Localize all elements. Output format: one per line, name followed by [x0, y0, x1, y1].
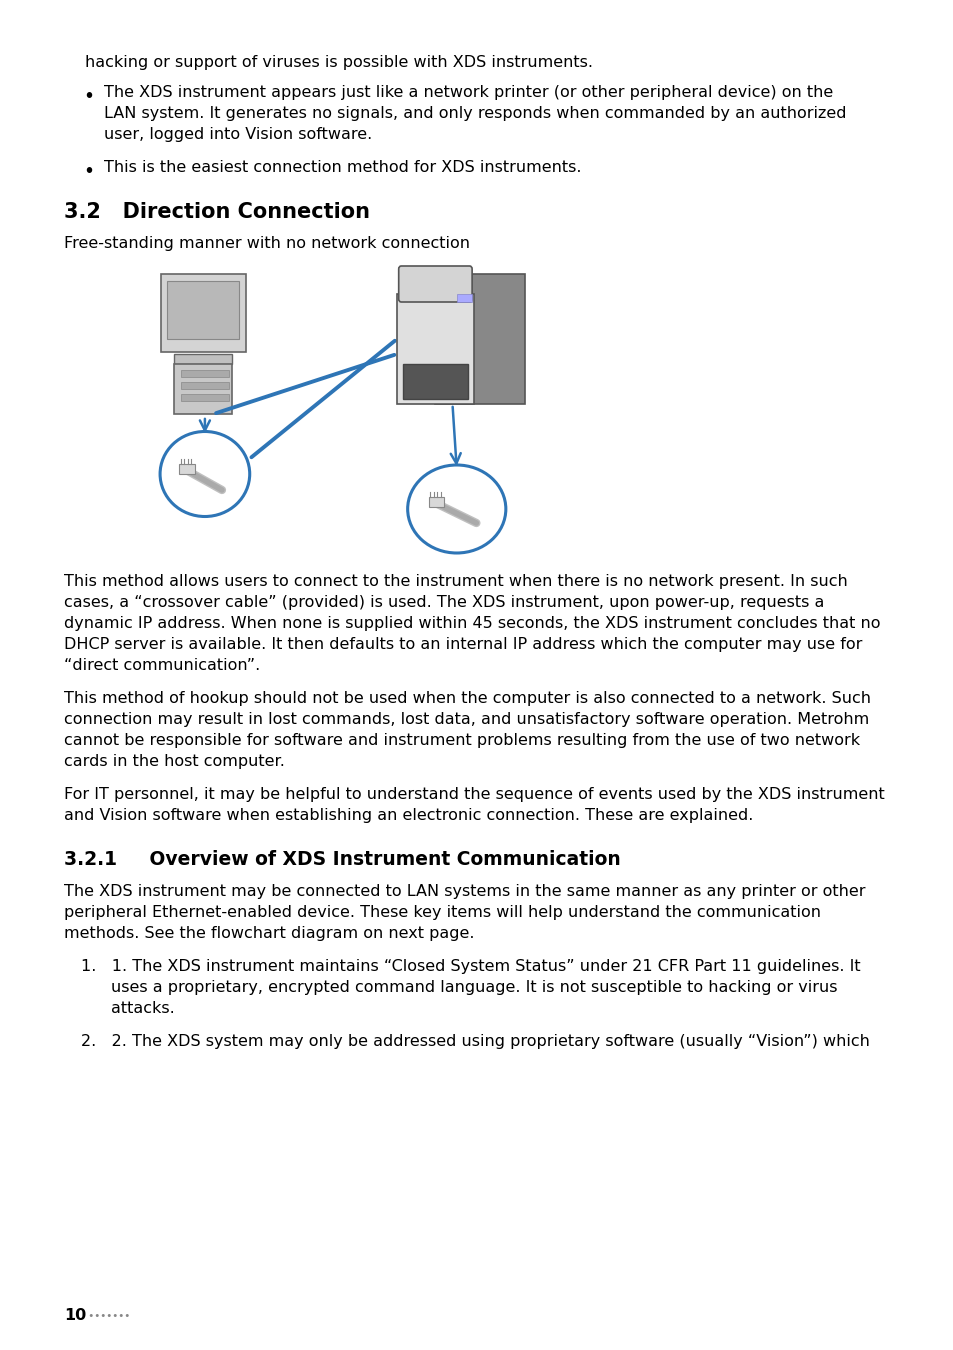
FancyBboxPatch shape	[181, 370, 229, 377]
Text: This method allows users to connect to the instrument when there is no network p: This method allows users to connect to t…	[64, 574, 847, 589]
Text: uses a proprietary, encrypted command language. It is not susceptible to hacking: uses a proprietary, encrypted command la…	[111, 980, 837, 995]
FancyBboxPatch shape	[167, 281, 239, 339]
Text: 3.2   Direction Connection: 3.2 Direction Connection	[64, 202, 370, 221]
Text: •: •	[84, 162, 94, 181]
Text: and Vision software when establishing an electronic connection. These are explai: and Vision software when establishing an…	[64, 809, 753, 824]
Text: cases, a “crossover cable” (provided) is used. The XDS instrument, upon power-up: cases, a “crossover cable” (provided) is…	[64, 595, 823, 610]
FancyBboxPatch shape	[396, 294, 474, 404]
Text: The XDS instrument appears just like a network printer (or other peripheral devi: The XDS instrument appears just like a n…	[104, 85, 833, 100]
Text: hacking or support of viruses is possible with XDS instruments.: hacking or support of viruses is possibl…	[85, 55, 593, 70]
FancyBboxPatch shape	[179, 464, 194, 474]
FancyBboxPatch shape	[174, 354, 232, 364]
Text: user, logged into Vision software.: user, logged into Vision software.	[104, 127, 372, 142]
Text: This method of hookup should not be used when the computer is also connected to : This method of hookup should not be used…	[64, 691, 870, 706]
Text: attacks.: attacks.	[111, 1000, 174, 1017]
FancyBboxPatch shape	[181, 394, 229, 401]
FancyBboxPatch shape	[435, 274, 524, 404]
FancyBboxPatch shape	[181, 382, 229, 389]
Text: •: •	[84, 86, 94, 107]
Text: methods. See the flowchart diagram on next page.: methods. See the flowchart diagram on ne…	[64, 926, 474, 941]
Text: 10: 10	[64, 1308, 86, 1323]
Text: LAN system. It generates no signals, and only responds when commanded by an auth: LAN system. It generates no signals, and…	[104, 107, 845, 122]
Text: dynamic IP address. When none is supplied within 45 seconds, the XDS instrument : dynamic IP address. When none is supplie…	[64, 616, 880, 630]
Text: cards in the host computer.: cards in the host computer.	[64, 755, 285, 770]
Text: 1.   1. The XDS instrument maintains “Closed System Status” under 21 CFR Part 11: 1. 1. The XDS instrument maintains “Clos…	[81, 958, 860, 973]
FancyBboxPatch shape	[174, 364, 232, 414]
FancyBboxPatch shape	[402, 364, 467, 400]
Text: “direct communication”.: “direct communication”.	[64, 657, 260, 674]
Text: 2.   2. The XDS system may only be addressed using proprietary software (usually: 2. 2. The XDS system may only be address…	[81, 1034, 869, 1049]
FancyBboxPatch shape	[428, 497, 443, 508]
Text: connection may result in lost commands, lost data, and unsatisfactory software o: connection may result in lost commands, …	[64, 711, 868, 728]
Text: cannot be responsible for software and instrument problems resulting from the us: cannot be responsible for software and i…	[64, 733, 860, 748]
Text: The XDS instrument may be connected to LAN systems in the same manner as any pri: The XDS instrument may be connected to L…	[64, 884, 864, 899]
Text: DHCP server is available. It then defaults to an internal IP address which the c: DHCP server is available. It then defaul…	[64, 637, 862, 652]
Text: peripheral Ethernet-enabled device. These key items will help understand the com: peripheral Ethernet-enabled device. Thes…	[64, 904, 821, 919]
Text: For IT personnel, it may be helpful to understand the sequence of events used by: For IT personnel, it may be helpful to u…	[64, 787, 883, 802]
FancyBboxPatch shape	[456, 294, 472, 302]
Text: This is the easiest connection method for XDS instruments.: This is the easiest connection method fo…	[104, 161, 581, 176]
Text: •••••••: •••••••	[85, 1311, 130, 1322]
FancyBboxPatch shape	[398, 266, 472, 302]
Ellipse shape	[407, 464, 505, 554]
Text: 3.2.1     Overview of XDS Instrument Communication: 3.2.1 Overview of XDS Instrument Communi…	[64, 850, 620, 869]
FancyBboxPatch shape	[160, 274, 246, 352]
Ellipse shape	[160, 432, 250, 517]
Text: Free-standing manner with no network connection: Free-standing manner with no network con…	[64, 236, 470, 251]
